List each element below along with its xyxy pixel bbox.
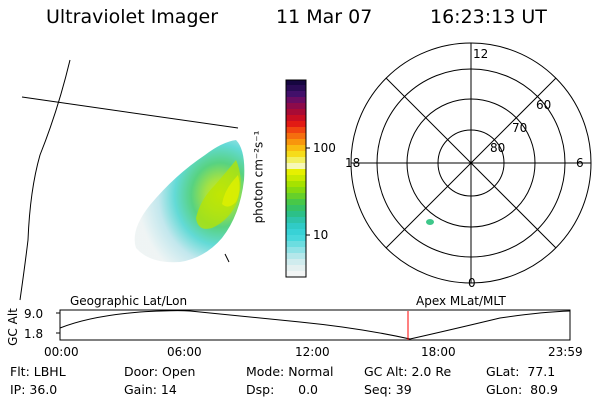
geographic-coords-title: Geographic Lat/Lon xyxy=(70,294,188,308)
apex-coords-title: Apex MLat/MLT xyxy=(416,294,506,308)
aurora-emission-image xyxy=(134,140,245,263)
mlat-label-60: 60 xyxy=(536,98,552,112)
colorbar-tick-100: 100 xyxy=(313,141,336,155)
date-label: 11 Mar 07 xyxy=(276,6,373,28)
door-readout: Door: Open xyxy=(124,364,196,379)
mlt-label-0: 0 xyxy=(468,276,476,290)
dsp-readout: Dsp: 0.0 xyxy=(246,382,319,397)
time-tick-0600: 06:00 xyxy=(167,345,202,359)
filter-readout: Flt: LBHL xyxy=(10,364,66,379)
polar-aurora-spot xyxy=(426,219,434,225)
time-tick-1800: 18:00 xyxy=(421,345,456,359)
time-tick-2359: 23:59 xyxy=(548,345,583,359)
mlat-label-70: 70 xyxy=(512,121,528,135)
glat-readout: GLat: 77.1 xyxy=(486,364,556,379)
mlat-label-80: 80 xyxy=(490,141,506,155)
glon-readout: GLon: 80.9 xyxy=(486,382,558,397)
gc-alt-tick-9: 9.0 xyxy=(24,307,44,321)
seq-readout: Seq: 39 xyxy=(364,382,412,397)
gain-readout: Gain: 14 xyxy=(124,382,177,397)
mlt-label-6: 6 xyxy=(576,156,584,170)
ip-readout: IP: 36.0 xyxy=(10,382,58,397)
mode-readout: Mode: Normal xyxy=(246,364,334,379)
colorbar-tick-10: 10 xyxy=(313,228,329,242)
time-label: 16:23:13 UT xyxy=(430,6,547,28)
gc-alt-tick-1-8: 1.8 xyxy=(24,327,44,341)
time-tick-1200: 12:00 xyxy=(295,345,330,359)
time-tick-0000: 00:00 xyxy=(44,345,79,359)
mlt-label-12: 12 xyxy=(473,47,489,61)
mlt-label-18: 18 xyxy=(345,156,361,170)
app-title: Ultraviolet Imager xyxy=(46,6,219,28)
gc-alt-readout: GC Alt: 2.0 Re xyxy=(364,364,452,379)
